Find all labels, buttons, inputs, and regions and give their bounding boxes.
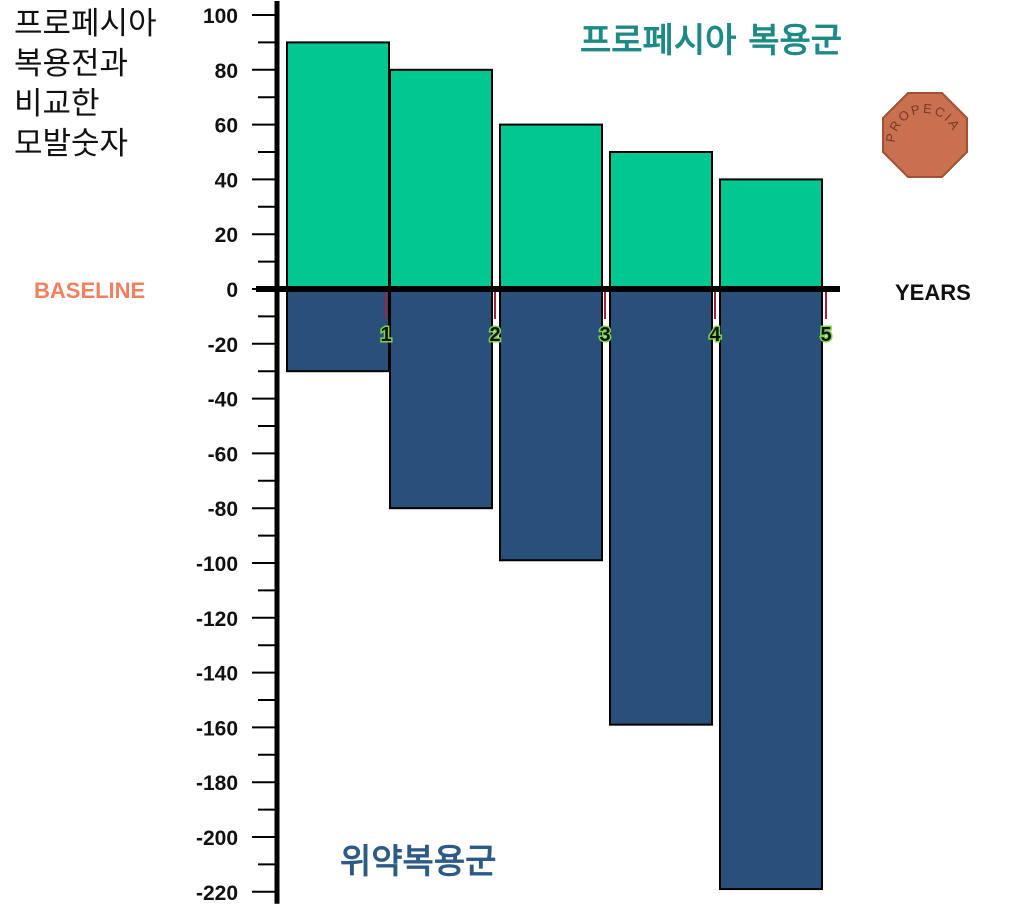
y-axis-title: 프로페시아 복용전과 비교한 모발숫자 <box>14 4 157 164</box>
y-axis-title-line: 복용전과 <box>14 46 129 82</box>
placebo-bar <box>609 288 713 726</box>
placebo-bars-group <box>286 288 823 891</box>
drug-bar <box>499 123 603 290</box>
pill-shape <box>882 92 968 178</box>
y-ticks-group: 100 80 60 40 20 0 -20 -40 -60 -80 -100 -120 -140 -160… <box>196 5 277 905</box>
y-tick-label: 100 <box>203 5 238 28</box>
y-tick-label: -40 <box>208 389 238 412</box>
x-tick-label: 4 <box>709 324 721 346</box>
drug-bar <box>609 151 713 290</box>
drug-bar <box>719 178 823 290</box>
x-tick-label: 1 <box>380 324 391 346</box>
placebo-bar <box>286 288 390 373</box>
y-tick-label: 0 <box>226 279 238 302</box>
series-label-drug: 프로페시아 복용군 <box>580 21 842 61</box>
y-tick-label: 60 <box>215 115 238 138</box>
y-axis-title-line: 비교한 <box>14 86 100 122</box>
x-axis-title: YEARS <box>895 280 971 305</box>
placebo-bar <box>719 288 823 891</box>
propecia-pill-logo: PROPECIA <box>882 92 968 178</box>
x-tick-label: 3 <box>599 324 610 346</box>
year-markers-group: 1 2 3 4 5 <box>379 289 833 348</box>
y-tick-label: -140 <box>196 663 238 686</box>
y-tick-label: -60 <box>208 443 238 466</box>
y-tick-label: 20 <box>215 224 238 247</box>
drug-bar <box>286 41 390 291</box>
y-tick-label: 80 <box>215 60 238 83</box>
y-tick-label: -80 <box>208 498 238 521</box>
x-tick-label: 2 <box>489 324 500 346</box>
y-axis-title-line: 모발숫자 <box>14 126 129 162</box>
y-tick-label: 40 <box>215 169 238 192</box>
y-tick-label: -100 <box>196 553 238 576</box>
drug-bars-group <box>286 41 823 291</box>
y-tick-label: -220 <box>196 882 238 905</box>
y-tick-label: -200 <box>196 827 238 850</box>
y-tick-label: -160 <box>196 717 238 740</box>
series-label-placebo: 위약복용군 <box>340 842 496 882</box>
y-axis-title-line: 프로페시아 <box>14 6 157 42</box>
y-tick-label: -20 <box>208 334 238 357</box>
placebo-bar <box>499 288 603 562</box>
placebo-bar <box>389 288 493 510</box>
drug-bar <box>389 68 493 290</box>
y-tick-label: -120 <box>196 608 238 631</box>
baseline-label: BASELINE <box>34 278 145 303</box>
x-tick-label: 5 <box>820 324 831 346</box>
y-tick-label: -180 <box>196 772 238 795</box>
